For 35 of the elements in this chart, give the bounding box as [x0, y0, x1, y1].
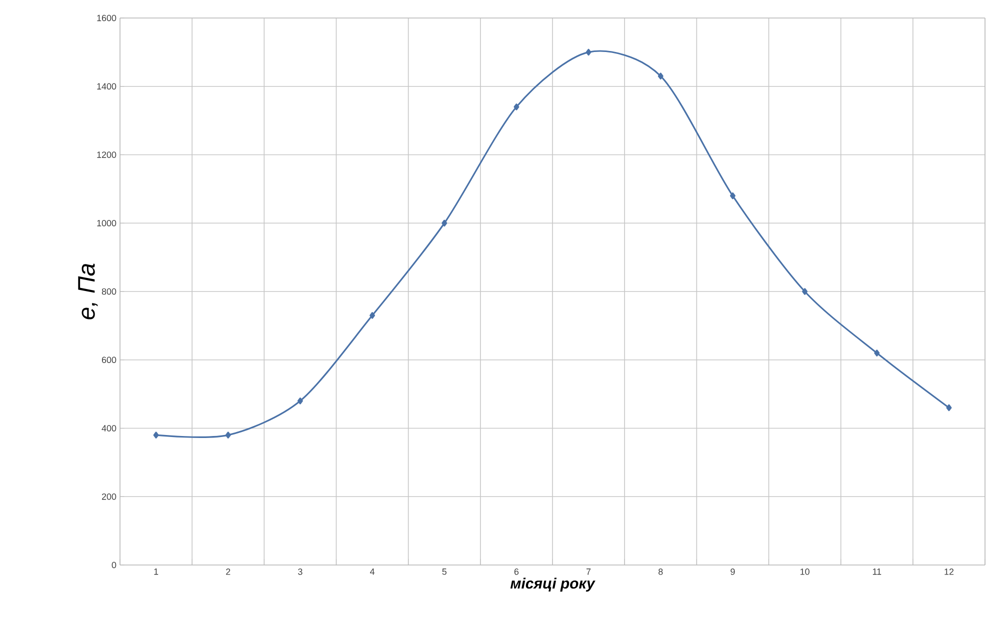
- point: [658, 72, 664, 80]
- x-axis-title: місяці року: [510, 578, 596, 592]
- point: [946, 404, 952, 412]
- point: [802, 288, 808, 295]
- x-tick-label: 10: [800, 568, 810, 575]
- x-tick-label: 11: [872, 568, 882, 575]
- y-tick-label: 1400: [97, 83, 116, 90]
- x-tick-label: 3: [298, 568, 302, 575]
- y-tick-label: 800: [102, 288, 116, 295]
- y-tick-label: 0: [112, 562, 116, 568]
- y-tick-label: 400: [102, 425, 116, 432]
- x-tick-label: 1: [154, 568, 158, 575]
- x-tick-label: 2: [226, 568, 230, 575]
- y-axis-title: e, Па: [78, 264, 98, 320]
- point: [442, 220, 448, 227]
- y-tick-label: 1200: [97, 152, 116, 158]
- x-tick-label: 7: [586, 568, 591, 575]
- point: [730, 192, 736, 200]
- point: [297, 398, 303, 404]
- point: [874, 350, 880, 356]
- point: [153, 432, 159, 438]
- x-tick-label: 8: [658, 568, 663, 575]
- x-tick-label: 12: [944, 568, 954, 575]
- y-tick-label: 200: [102, 493, 116, 500]
- point: [370, 312, 376, 319]
- point: [225, 432, 231, 438]
- x-tick-label: 5: [442, 568, 446, 575]
- x-tick-label: 9: [730, 568, 735, 575]
- y-tick-label: 600: [102, 356, 116, 364]
- point: [586, 48, 592, 56]
- x-tick-label: 4: [370, 568, 375, 575]
- y-tick-label: 1000: [97, 220, 116, 226]
- y-tick-label: 1600: [97, 14, 116, 22]
- x-tick-label: 6: [514, 568, 519, 575]
- point: [514, 103, 520, 110]
